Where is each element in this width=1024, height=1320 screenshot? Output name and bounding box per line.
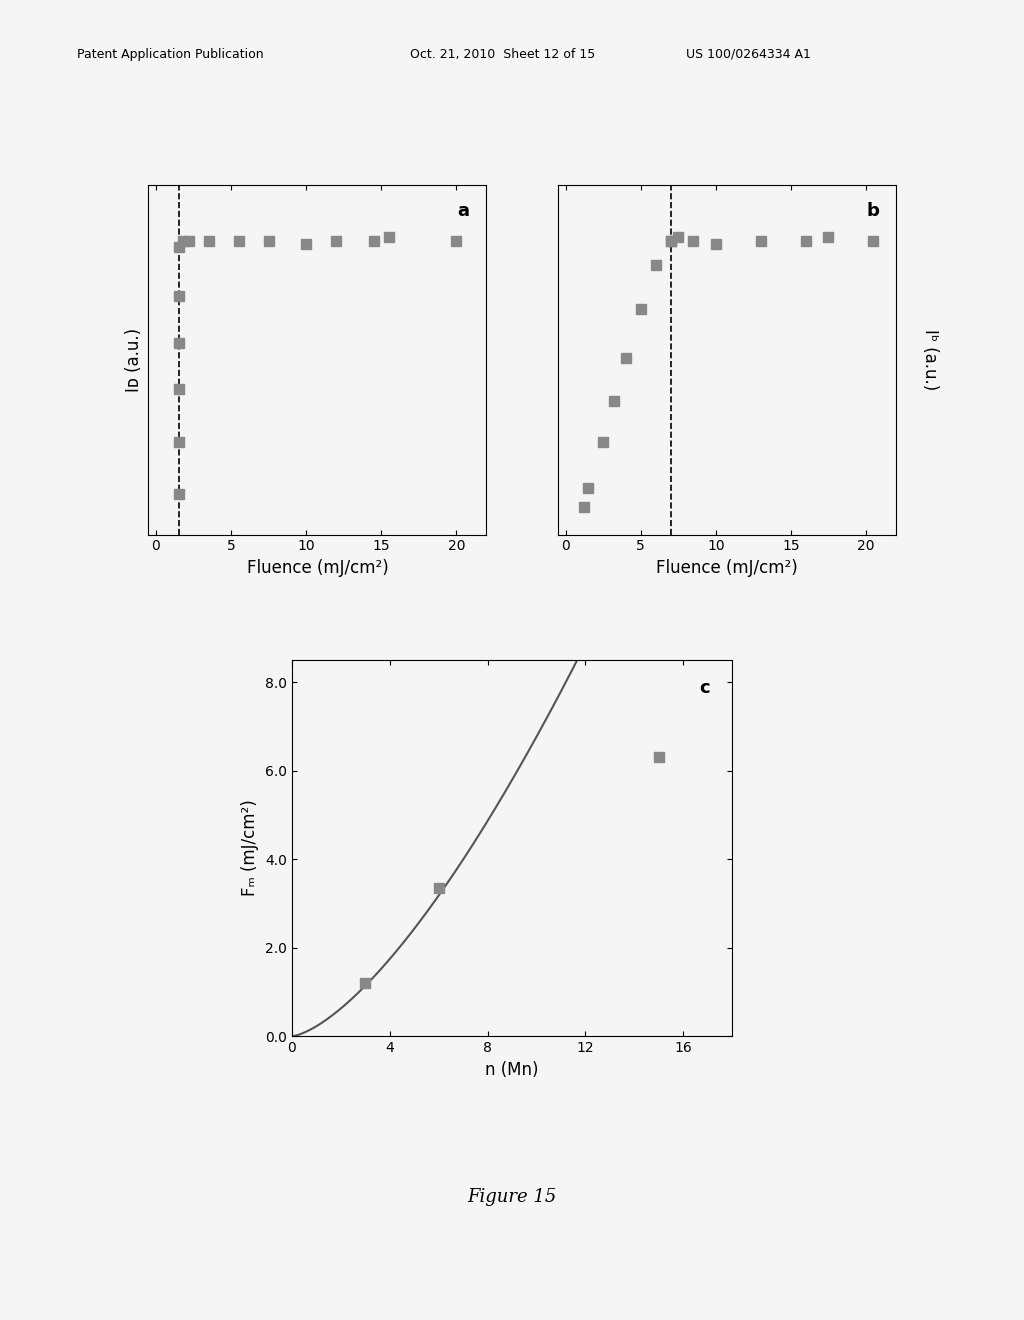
Point [328,230,344,251]
Point [170,236,186,257]
Point [260,230,276,251]
Point [298,234,314,255]
Point [170,432,186,453]
Point [430,878,446,899]
X-axis label: Fluence (mJ/cm²): Fluence (mJ/cm²) [656,558,798,577]
Y-axis label: Iᴅ (a.u.): Iᴅ (a.u.) [125,327,143,392]
Point [230,230,247,251]
Point [605,391,622,412]
Point [357,973,374,994]
Point [650,747,667,768]
Point [580,478,596,499]
Point [708,234,724,255]
Point [633,298,649,319]
Text: b: b [866,202,879,220]
Point [647,255,664,276]
Y-axis label: Fₘ (mJ/cm²): Fₘ (mJ/cm²) [242,800,259,896]
Text: c: c [699,678,711,697]
Text: Oct. 21, 2010  Sheet 12 of 15: Oct. 21, 2010 Sheet 12 of 15 [410,48,595,61]
Text: a: a [458,202,469,220]
Point [181,230,198,251]
Point [201,230,217,251]
Point [381,227,397,248]
Point [170,285,186,306]
Point [449,230,465,251]
Point [575,496,592,517]
Point [175,230,191,251]
Text: Iᵇ (a.u.): Iᵇ (a.u.) [921,329,939,391]
Text: Figure 15: Figure 15 [467,1188,557,1206]
Point [617,347,634,368]
Point [595,432,611,453]
Point [685,230,701,251]
Point [865,230,882,251]
Point [170,379,186,400]
Point [663,230,679,251]
Point [798,230,814,251]
X-axis label: Fluence (mJ/cm²): Fluence (mJ/cm²) [247,558,388,577]
X-axis label: n (Mn): n (Mn) [485,1060,539,1078]
Point [366,230,382,251]
Point [753,230,769,251]
Point [670,227,686,248]
Point [170,484,186,506]
Text: Patent Application Publication: Patent Application Publication [77,48,263,61]
Point [170,333,186,354]
Text: US 100/0264334 A1: US 100/0264334 A1 [686,48,811,61]
Point [820,227,837,248]
Point [663,230,679,251]
